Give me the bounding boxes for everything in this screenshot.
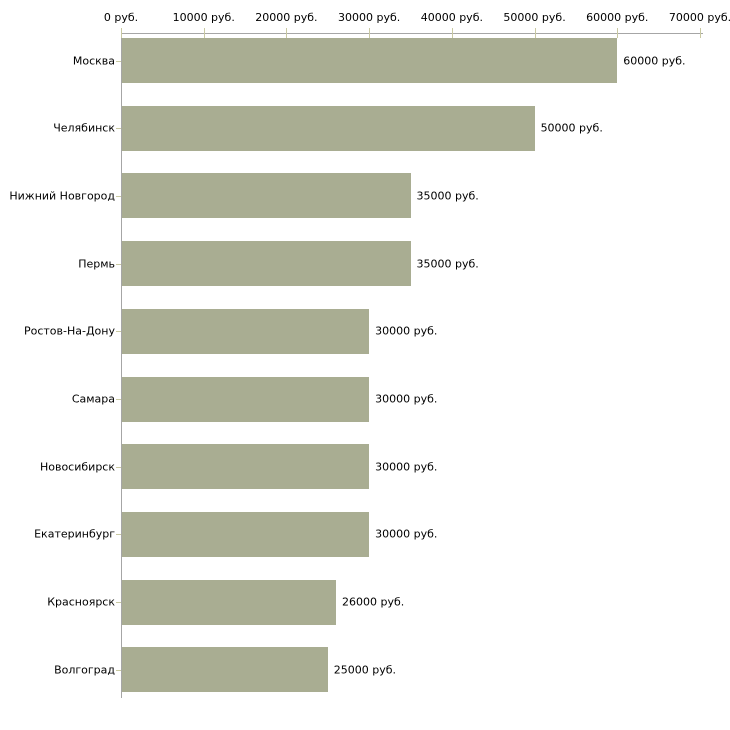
value-label: 35000 руб.: [416, 189, 479, 203]
value-label: 30000 руб.: [375, 460, 438, 474]
bar: [122, 579, 337, 625]
category-tick: [116, 331, 121, 332]
category-label: Екатеринбург: [34, 527, 115, 541]
bar: [122, 647, 328, 693]
y-axis-line: [121, 33, 122, 698]
value-label: 30000 руб.: [375, 324, 438, 338]
x-axis-tick: [286, 28, 288, 38]
category-label: Челябинск: [53, 121, 115, 135]
category-label: Самара: [71, 392, 115, 406]
bar: [122, 105, 535, 151]
category-tick: [116, 670, 121, 671]
x-axis-tick: [121, 28, 122, 38]
x-axis-tick: [203, 28, 205, 38]
value-label: 35000 руб.: [416, 257, 479, 271]
value-label: 25000 руб.: [333, 663, 397, 677]
x-axis-tick-label: 70000 руб.: [668, 11, 730, 24]
category-label: Новосибирск: [39, 460, 115, 474]
bar: [122, 308, 370, 354]
value-label: 26000 руб.: [342, 595, 405, 609]
bar: [122, 511, 370, 557]
x-axis-tick-label: 10000 руб.: [172, 11, 235, 24]
value-label: 30000 руб.: [375, 527, 438, 541]
x-axis-tick-label: 60000 руб.: [586, 11, 649, 24]
x-axis-tick: [700, 28, 701, 38]
value-label: 60000 руб.: [623, 54, 686, 67]
category-tick: [116, 534, 121, 535]
category-tick: [116, 264, 121, 265]
category-tick: [116, 467, 121, 468]
category-tick: [116, 61, 121, 62]
x-axis-tick: [534, 28, 536, 38]
x-axis-tick: [369, 28, 371, 38]
bar: [122, 376, 370, 422]
category-tick: [116, 399, 121, 400]
x-axis-tick-label: 20000 руб.: [255, 11, 318, 24]
x-axis-tick: [617, 28, 619, 38]
x-axis-tick: [451, 28, 453, 38]
category-tick: [116, 196, 121, 197]
category-label: Москва: [72, 54, 115, 67]
category-label: Ростов-На-Дону: [23, 324, 115, 338]
category-label: Волгоград: [54, 663, 115, 677]
bar: [122, 444, 370, 490]
category-label: Красноярск: [47, 595, 115, 609]
category-label: Нижний Новгород: [9, 189, 115, 203]
x-axis-line: [121, 33, 703, 34]
bar: [122, 241, 411, 287]
x-axis-tick-label: 0 руб.: [103, 11, 139, 24]
category-tick: [116, 128, 121, 129]
x-axis-tick-label: 50000 руб.: [503, 11, 566, 24]
bar: [122, 38, 618, 83]
bar: [122, 173, 411, 219]
value-label: 30000 руб.: [375, 392, 438, 406]
x-axis-tick-label: 40000 руб.: [420, 11, 483, 24]
category-label: Пермь: [78, 257, 115, 271]
value-label: 50000 руб.: [540, 121, 603, 135]
x-axis-tick-label: 30000 руб.: [338, 11, 401, 24]
category-tick: [116, 602, 121, 603]
